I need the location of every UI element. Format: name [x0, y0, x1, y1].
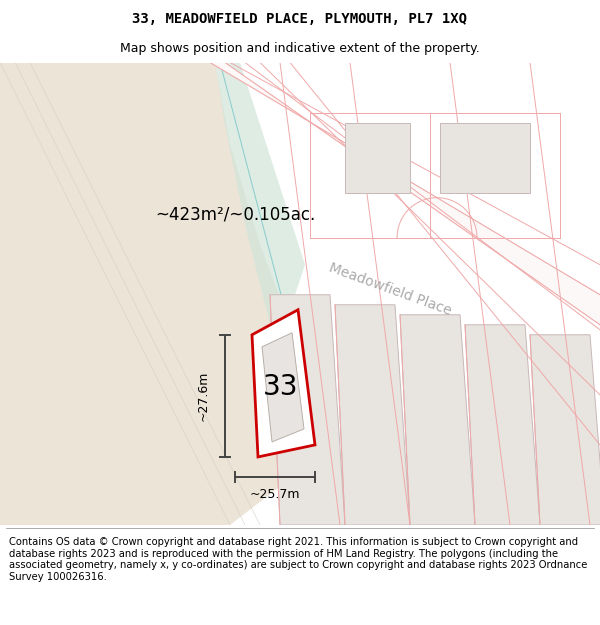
Text: Contains OS data © Crown copyright and database right 2021. This information is : Contains OS data © Crown copyright and d… [9, 537, 587, 582]
Text: Map shows position and indicative extent of the property.: Map shows position and indicative extent… [120, 42, 480, 55]
Polygon shape [270, 295, 345, 525]
Polygon shape [440, 122, 530, 192]
Text: 33: 33 [263, 372, 299, 401]
Polygon shape [345, 122, 410, 192]
Polygon shape [465, 325, 540, 525]
Text: ~423m²/~0.105ac.: ~423m²/~0.105ac. [155, 206, 315, 224]
Text: Meadowfield Place: Meadowfield Place [327, 261, 453, 319]
Text: ~27.6m: ~27.6m [197, 371, 209, 421]
Polygon shape [262, 332, 304, 442]
Polygon shape [210, 62, 600, 325]
Polygon shape [0, 62, 310, 525]
Polygon shape [200, 62, 305, 425]
Polygon shape [400, 315, 475, 525]
Polygon shape [530, 335, 600, 525]
Text: 33, MEADOWFIELD PLACE, PLYMOUTH, PL7 1XQ: 33, MEADOWFIELD PLACE, PLYMOUTH, PL7 1XQ [133, 12, 467, 26]
Text: ~25.7m: ~25.7m [250, 489, 300, 501]
Polygon shape [252, 310, 315, 457]
Polygon shape [335, 305, 410, 525]
